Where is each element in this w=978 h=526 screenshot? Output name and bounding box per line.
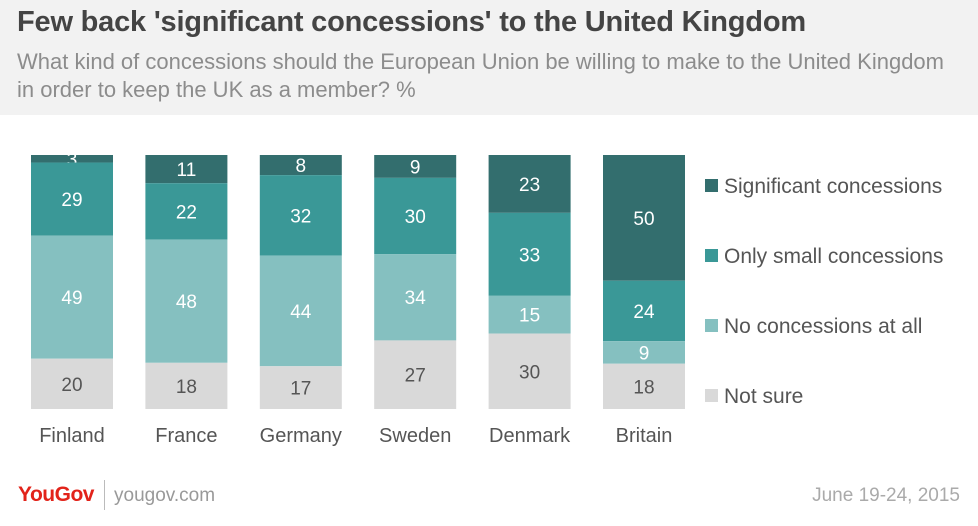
data-label-sweden-not-sure: 27 (405, 366, 426, 387)
bar-segment-finland-small (31, 162, 113, 236)
bar-segment-denmark-none (488, 295, 571, 334)
category-label-britain: Britain (616, 425, 673, 447)
data-label-sweden-small: 30 (405, 207, 426, 228)
category-label-finland: Finland (39, 425, 105, 447)
bar-segment-finland-not-sure (31, 358, 113, 409)
data-label-germany-small: 32 (290, 206, 311, 227)
bar-segment-finland-none (31, 235, 113, 359)
legend-swatch-none (705, 319, 718, 332)
data-label-britain-none: 9 (639, 343, 650, 364)
data-label-germany-none: 44 (290, 302, 312, 323)
data-label-germany-not-sure: 17 (290, 379, 311, 400)
bar-segment-sweden-small (374, 177, 457, 255)
header-band: Few back 'significant concessions' to th… (0, 0, 978, 115)
footer-divider (104, 480, 105, 510)
bar-segment-germany-none (259, 255, 342, 367)
data-label-denmark-none: 15 (519, 306, 540, 327)
data-label-finland-none: 49 (61, 288, 82, 309)
bar-segment-finland-significant (31, 155, 113, 163)
bar-segment-france-small (145, 183, 228, 240)
legend-label-significant: Significant concessions (724, 175, 942, 198)
legend-label-small: Only small concessions (724, 245, 943, 268)
bar-segment-sweden-none (374, 254, 457, 341)
bar-segment-britain-small (603, 280, 685, 342)
bar-segment-denmark-not-sure (488, 333, 571, 409)
category-label-denmark: Denmark (489, 425, 571, 447)
bar-segment-britain-significant (603, 155, 685, 281)
data-label-britain-significant: 50 (633, 209, 654, 230)
data-label-germany-significant: 8 (296, 156, 307, 177)
bar-segment-britain-not-sure (603, 363, 685, 409)
data-label-france-small: 22 (176, 202, 197, 223)
legend-label-not-sure: Not sure (724, 385, 803, 408)
category-label-germany: Germany (260, 425, 342, 447)
data-label-finland-significant: 3 (67, 150, 78, 171)
legend-swatch-small (705, 249, 718, 262)
bar-segment-sweden-significant (374, 155, 457, 178)
data-label-denmark-not-sure: 30 (519, 362, 540, 383)
data-label-france-significant: 11 (177, 160, 197, 181)
category-label-sweden: Sweden (379, 425, 451, 447)
chart-subtitle: What kind of concessions should the Euro… (17, 49, 944, 102)
data-label-denmark-significant: 23 (519, 175, 540, 196)
bar-segment-germany-small (259, 175, 342, 256)
chart-title: Few back 'significant concessions' to th… (17, 6, 806, 38)
bar-segment-denmark-significant (488, 155, 571, 213)
data-label-france-not-sure: 18 (176, 377, 197, 398)
legend-swatch-significant (705, 179, 718, 192)
footer-site-link[interactable]: yougov.com (114, 485, 216, 506)
bar-segment-france-none (145, 239, 228, 363)
data-label-finland-not-sure: 20 (61, 375, 82, 396)
data-label-denmark-small: 33 (519, 245, 540, 266)
bar-segment-france-significant (145, 155, 228, 184)
bar-segment-sweden-not-sure (374, 340, 457, 409)
legend-label-none: No concessions at all (724, 315, 922, 338)
bar-segment-france-not-sure (145, 362, 228, 409)
bar-segment-germany-not-sure (259, 366, 342, 409)
category-label-france: France (155, 425, 217, 447)
data-label-sweden-significant: 9 (410, 157, 421, 178)
footer-date: June 19-24, 2015 (812, 485, 960, 506)
data-label-britain-not-sure: 18 (633, 377, 654, 398)
data-label-britain-small: 24 (633, 302, 655, 323)
data-label-france-none: 48 (176, 292, 197, 313)
yougov-logo: YouGov (18, 483, 94, 506)
bar-segment-denmark-small (488, 212, 571, 296)
data-label-sweden-none: 34 (405, 288, 427, 309)
bar-segment-britain-none (603, 341, 685, 364)
legend-swatch-not-sure (705, 389, 718, 402)
data-label-finland-small: 29 (61, 190, 82, 211)
bar-segment-germany-significant (259, 155, 342, 176)
